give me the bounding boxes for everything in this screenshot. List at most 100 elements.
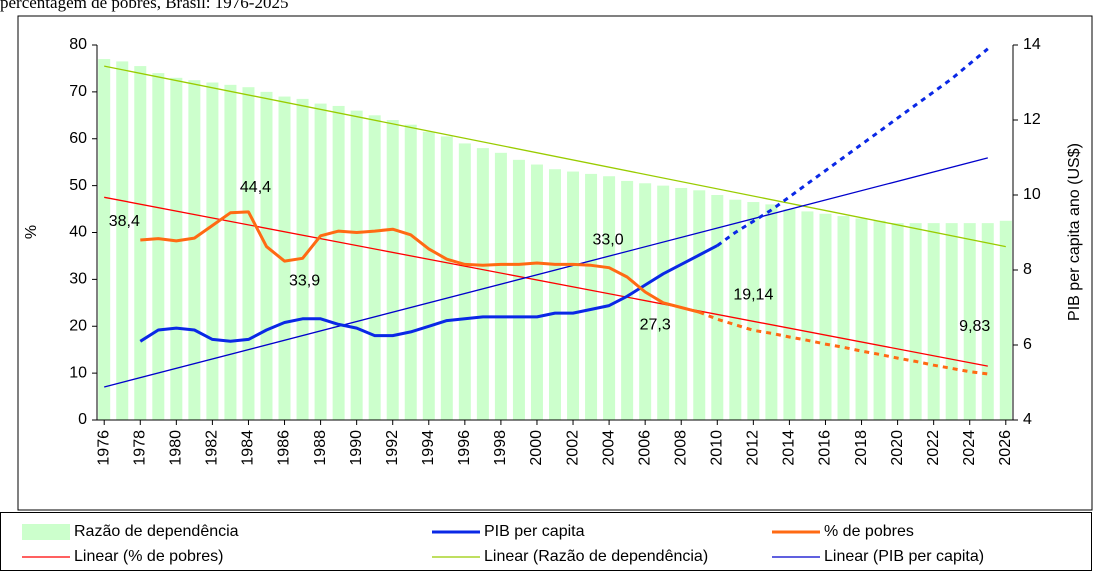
chart-frame xyxy=(17,15,1093,511)
x-tick-label: 2026 xyxy=(997,430,1014,466)
line xyxy=(104,65,1006,248)
chart-title: percentagem de pobres, Brasil: 1976-2025 xyxy=(0,0,288,12)
data-label: 44,4 xyxy=(240,179,271,196)
legend-label: Linear (PIB per capita) xyxy=(824,548,984,565)
y2-axis-label: PIB per capita ano (US$) xyxy=(1066,143,1083,321)
bar xyxy=(873,220,886,420)
x-tick-label: 2020 xyxy=(889,430,906,466)
bar xyxy=(260,91,273,420)
bar xyxy=(188,80,201,420)
bar xyxy=(729,199,742,420)
legend-label: PIB per capita xyxy=(484,523,585,540)
bar xyxy=(981,223,994,420)
data-label: 9,83 xyxy=(959,318,990,335)
y-axis-label: % xyxy=(23,225,40,239)
bar xyxy=(603,176,616,420)
bar xyxy=(242,87,255,420)
legend-label: Linear (Razão de dependência) xyxy=(484,548,708,565)
bar xyxy=(440,136,453,420)
legend-label: Linear (% de pobres) xyxy=(74,548,223,565)
projected-line xyxy=(698,310,988,376)
bar xyxy=(927,223,940,420)
bar xyxy=(332,105,345,420)
x-tick-label: 1994 xyxy=(420,430,437,466)
legend-label: % de pobres xyxy=(824,523,914,540)
bar xyxy=(819,213,832,420)
y-tick-label: 70 xyxy=(69,83,87,100)
bar xyxy=(621,180,634,420)
bar xyxy=(422,131,435,420)
line xyxy=(104,196,988,367)
line xyxy=(140,210,700,314)
x-tick-label: 2022 xyxy=(925,430,942,466)
x-tick-label: 1980 xyxy=(168,430,185,466)
data-label: 27,3 xyxy=(640,316,671,333)
x-tick-label: 1982 xyxy=(204,430,221,466)
bar xyxy=(711,195,724,420)
y-tick-label: 60 xyxy=(69,130,87,147)
bar xyxy=(783,209,796,420)
y-tick-label: 80 xyxy=(69,36,87,53)
y2-tick-label: 14 xyxy=(1023,36,1041,53)
y-tick-label: 40 xyxy=(69,224,87,241)
x-tick-label: 1984 xyxy=(240,430,257,466)
bar xyxy=(891,223,904,420)
x-tick-label: 1998 xyxy=(492,430,509,466)
x-tick-label: 1986 xyxy=(276,430,293,466)
bar xyxy=(855,218,868,420)
y-tick-label: 20 xyxy=(69,317,87,334)
y-tick-label: 50 xyxy=(69,177,87,194)
x-tick-label: 2018 xyxy=(853,430,870,466)
y-tick-label: 0 xyxy=(78,411,87,428)
x-tick-label: 1990 xyxy=(348,430,365,466)
bar xyxy=(837,216,850,420)
x-tick-label: 2024 xyxy=(961,430,978,466)
bar xyxy=(224,84,237,420)
x-tick-label: 2004 xyxy=(600,430,617,466)
bar xyxy=(999,220,1012,420)
x-tick-label: 2002 xyxy=(564,430,581,466)
bar xyxy=(549,169,561,420)
bar xyxy=(585,173,598,420)
data-label: 33,0 xyxy=(592,232,623,249)
x-tick-label: 1992 xyxy=(384,430,401,466)
y-tick-label: 30 xyxy=(69,271,87,288)
bar xyxy=(567,171,580,420)
y2-tick-label: 6 xyxy=(1023,336,1032,353)
line xyxy=(104,157,988,388)
y2-tick-label: 4 xyxy=(1023,411,1032,428)
bar xyxy=(98,59,111,420)
bar xyxy=(314,103,327,420)
x-tick-label: 2010 xyxy=(709,430,726,466)
legend-swatch xyxy=(22,524,70,540)
bar xyxy=(747,202,760,420)
bar xyxy=(512,159,525,420)
bar xyxy=(368,115,381,420)
x-tick-label: 1988 xyxy=(312,430,329,466)
bar xyxy=(206,82,219,420)
bar xyxy=(116,61,129,420)
bar xyxy=(134,66,147,420)
bar xyxy=(909,223,922,420)
bar xyxy=(639,183,652,420)
bar xyxy=(386,120,399,420)
bar xyxy=(494,152,507,420)
x-tick-label: 2008 xyxy=(672,430,689,466)
x-tick-label: 1976 xyxy=(95,430,112,466)
x-tick-label: 2016 xyxy=(817,430,834,466)
x-tick-label: 2014 xyxy=(781,430,798,466)
data-label: 33,9 xyxy=(289,272,320,289)
y2-tick-label: 8 xyxy=(1023,261,1032,278)
bar xyxy=(765,204,778,420)
legend-frame xyxy=(0,512,1092,571)
bar xyxy=(945,223,958,420)
x-tick-label: 2006 xyxy=(636,430,653,466)
legend-label: Razão de dependência xyxy=(74,523,239,540)
bar xyxy=(675,187,688,420)
bar xyxy=(458,143,471,420)
bar xyxy=(476,148,489,420)
x-tick-label: 2000 xyxy=(528,430,545,466)
bar xyxy=(801,211,814,420)
data-label: 19,14 xyxy=(733,287,773,304)
